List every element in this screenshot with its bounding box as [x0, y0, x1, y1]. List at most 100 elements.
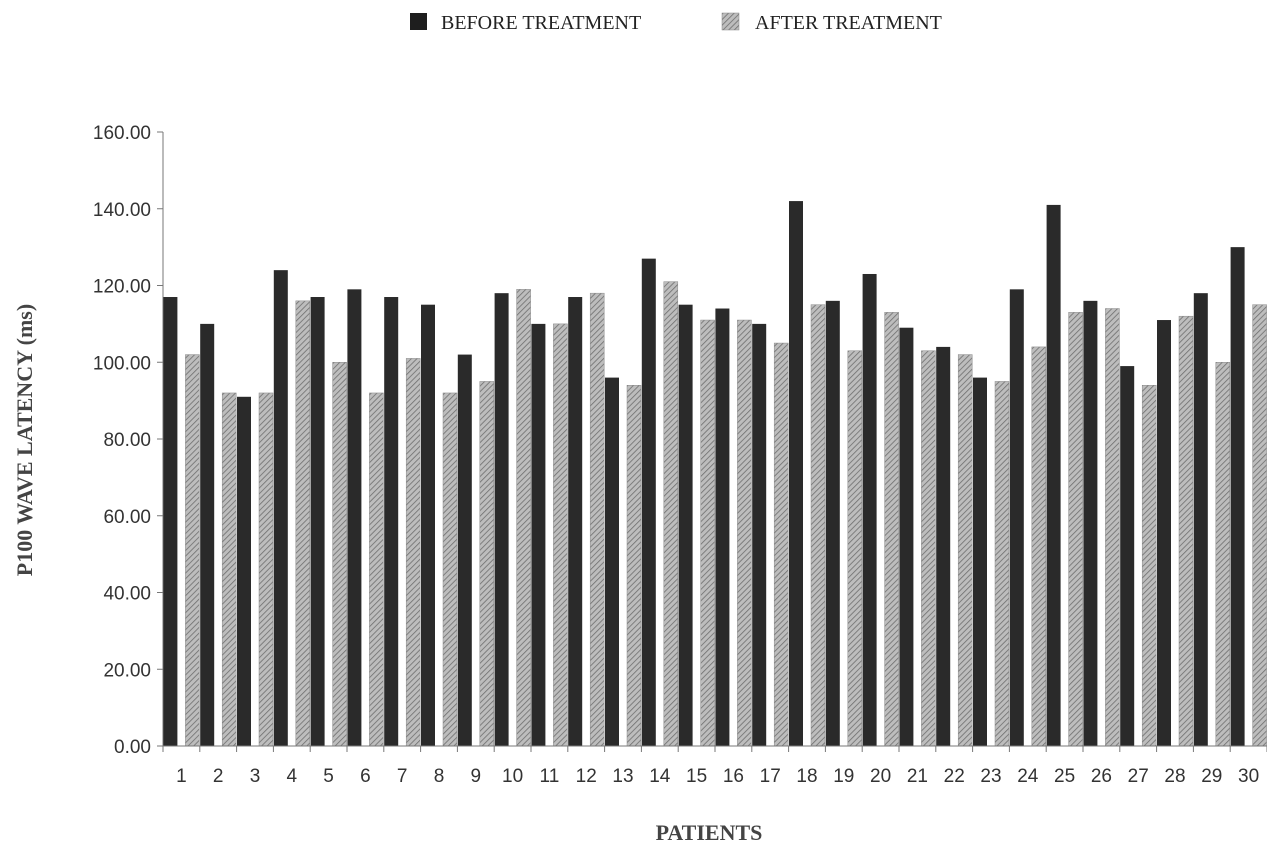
y-tick-label: 100.00 [93, 353, 151, 374]
bar-before-17 [752, 323, 767, 747]
bar-after-19 [847, 350, 863, 747]
bar-after-5 [332, 362, 347, 747]
x-tick-label: 25 [1054, 766, 1075, 787]
legend-swatch-after [721, 12, 740, 31]
bars [163, 201, 1267, 747]
bar-before-5 [310, 297, 325, 746]
x-tick-label: 4 [287, 766, 298, 787]
x-tick-label: 18 [796, 766, 817, 787]
bar-before-29 [1193, 293, 1208, 746]
x-tick-label: 30 [1238, 766, 1259, 787]
bar-before-23 [973, 377, 987, 746]
bar-after-17 [773, 342, 789, 747]
bar-after-24 [1031, 346, 1047, 747]
bar-after-30 [1252, 304, 1267, 747]
bar-before-7 [384, 297, 399, 746]
x-tick-label: 2 [213, 766, 224, 787]
x-tick-label: 20 [870, 766, 891, 787]
bar-before-12 [568, 297, 583, 746]
x-tick-label: 6 [360, 766, 371, 787]
x-tick-label: 7 [397, 766, 408, 787]
x-tick-label: 9 [471, 766, 482, 787]
x-tick-label: 10 [502, 766, 523, 787]
bar-after-8 [442, 392, 458, 747]
bar-after-3 [258, 392, 274, 747]
bar-after-27 [1141, 385, 1157, 747]
bar-before-2 [200, 323, 215, 747]
bar-after-9 [479, 381, 495, 747]
y-tick-label: 20.00 [103, 660, 151, 681]
bar-after-12 [589, 292, 605, 747]
x-axis-title: PATIENTS [656, 820, 763, 845]
x-tick-label: 17 [760, 766, 781, 787]
bar-after-10 [516, 289, 531, 747]
bar-before-4 [273, 270, 288, 746]
x-tick-label: 16 [723, 766, 744, 787]
bar-after-22 [957, 354, 973, 747]
y-tick-label: 80.00 [103, 430, 151, 451]
bar-after-14 [663, 281, 679, 747]
bar-after-15 [700, 319, 715, 747]
bar-after-16 [737, 319, 752, 747]
y-tick-label: 120.00 [93, 277, 151, 298]
legend-label-before: BEFORE TREATMENT [441, 12, 641, 34]
bar-before-21 [899, 327, 914, 746]
bar-after-1 [185, 354, 200, 747]
bar-after-23 [994, 381, 1010, 747]
y-tick-label: 0.00 [114, 737, 151, 758]
x-tick-label: 19 [833, 766, 854, 787]
bar-before-16 [715, 308, 730, 746]
bar-after-25 [1068, 312, 1083, 747]
bar-before-11 [531, 323, 546, 747]
bar-after-26 [1105, 308, 1120, 747]
y-tick-label: 140.00 [93, 200, 151, 221]
x-tick-label: 15 [686, 766, 707, 787]
bar-before-1 [163, 297, 178, 746]
bar-before-3 [237, 396, 251, 746]
x-tick-label: 14 [649, 766, 671, 787]
bar-before-19 [825, 300, 840, 746]
bar-before-10 [494, 293, 509, 746]
bar-before-20 [862, 273, 877, 746]
bar-before-25 [1046, 204, 1061, 746]
x-tick-label: 27 [1128, 766, 1149, 787]
bar-after-2 [221, 392, 237, 747]
y-axis: 0.00 20.00 40.00 60.00 80.00 100.00 120.00 140.… [93, 123, 164, 758]
bar-after-7 [405, 358, 421, 747]
bar-before-13 [605, 377, 619, 746]
bar-before-9 [457, 354, 472, 746]
x-tick-label: 12 [576, 766, 597, 787]
bar-before-18 [789, 201, 803, 746]
x-tick-label: 21 [907, 766, 928, 787]
x-tick-label: 24 [1017, 766, 1039, 787]
x-tick-label: 11 [540, 766, 560, 787]
bar-after-18 [810, 304, 826, 747]
x-tick-label: 22 [944, 766, 965, 787]
x-tick-label: 3 [250, 766, 261, 787]
x-tick-label: 29 [1201, 766, 1222, 787]
bar-after-20 [884, 312, 899, 747]
x-axis: 1 2 3 4 5 6 7 8 9 10 11 12 13 14 15 16 17 18 19 20 21 22 23 24 2… [162, 745, 1267, 787]
bar-before-15 [678, 304, 693, 746]
bar-after-13 [626, 385, 642, 747]
bar-before-26 [1083, 300, 1098, 746]
bar-before-22 [936, 346, 951, 746]
legend: BEFORE TREATMENT AFTER TREATMENT [410, 12, 942, 34]
y-tick-label: 60.00 [103, 507, 151, 528]
bar-after-4 [295, 300, 311, 747]
bar-before-28 [1157, 320, 1171, 746]
x-tick-label: 28 [1164, 766, 1185, 787]
bar-after-6 [369, 392, 384, 747]
x-tick-label: 5 [323, 766, 334, 787]
bar-before-30 [1230, 247, 1245, 747]
bar-before-14 [641, 258, 656, 746]
bar-after-29 [1215, 362, 1231, 747]
y-tick-label: 40.00 [103, 584, 151, 605]
bar-after-11 [553, 323, 568, 747]
legend-label-after: AFTER TREATMENT [755, 12, 942, 34]
bar-after-21 [921, 350, 936, 747]
x-tick-label: 8 [434, 766, 445, 787]
bar-before-6 [347, 289, 362, 746]
bar-before-27 [1120, 366, 1135, 746]
